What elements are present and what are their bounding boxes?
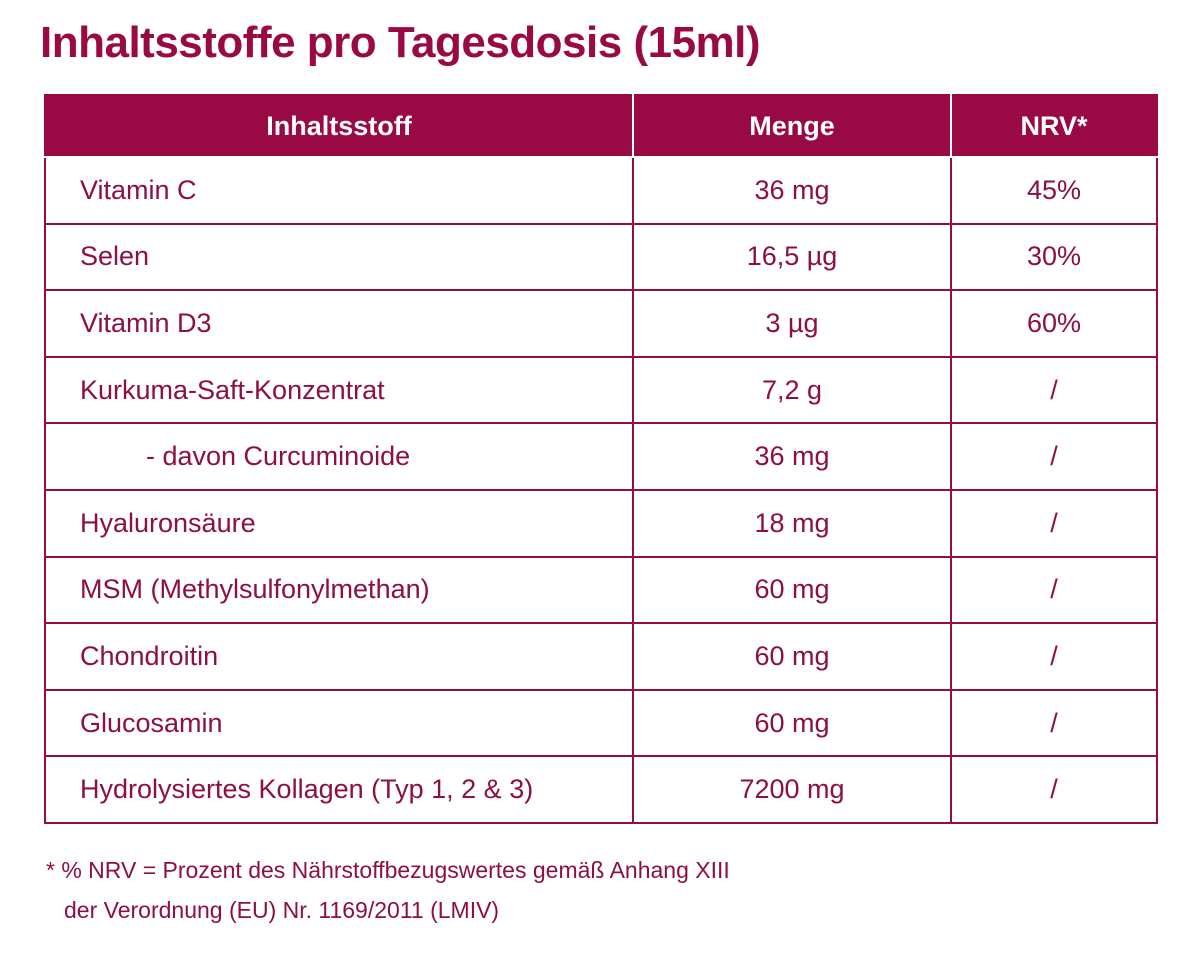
table-cell: / — [950, 555, 1158, 625]
table-cell: 60 mg — [632, 622, 952, 691]
table-cell: / — [950, 755, 1158, 824]
table-row: Chondroitin 60 mg / — [44, 622, 1158, 691]
header-row: Inhaltsstoff Menge NRV* — [44, 94, 1158, 158]
table-cell: - davon Curcuminoide — [44, 422, 634, 491]
table-cell: 18 mg — [632, 488, 952, 558]
table-cell: Vitamin C — [44, 156, 634, 225]
table-row: Hyaluronsäure 18 mg / — [44, 488, 1158, 558]
table-cell: / — [950, 355, 1158, 425]
table-cell: Chondroitin — [44, 622, 634, 691]
table-cell: 36 mg — [632, 422, 952, 491]
table-cell: Glucosamin — [44, 688, 634, 758]
table-cell: 36 mg — [632, 156, 952, 225]
title: Inhaltsstoffe pro Tagesdosis (15ml) — [40, 18, 761, 67]
table-cell: / — [950, 422, 1158, 491]
footnote: * % NRV = Prozent des Nährstoffbezugswer… — [46, 850, 730, 930]
footnote-line: * % NRV = Prozent des Nährstoffbezugswer… — [46, 857, 730, 883]
table-cell: / — [950, 622, 1158, 691]
nutrient-table: Inhaltsstoff Menge NRV* Vitamin C 36 mg 45% S… — [44, 94, 1158, 824]
table-row: Vitamin D3 3 µg 60% — [44, 289, 1158, 358]
header-cell: Inhaltsstoff — [44, 94, 634, 158]
footnote-line: der Verordnung (EU) Nr. 1169/2011 (LMIV) — [64, 897, 500, 923]
table-row: - davon Curcuminoide 36 mg / — [44, 422, 1158, 491]
table-cell: 7,2 g — [632, 355, 952, 425]
table-cell: 16,5 µg — [632, 222, 952, 292]
table-cell: Kurkuma-Saft-Konzentrat — [44, 355, 634, 425]
table-cell: Hyaluronsäure — [44, 488, 634, 558]
table-cell: 60 mg — [632, 555, 952, 625]
table-cell: 60 mg — [632, 688, 952, 758]
table-row: Vitamin C 36 mg 45% — [44, 156, 1158, 225]
table-cell: / — [950, 688, 1158, 758]
table-cell: 30% — [950, 222, 1158, 292]
table-cell: Vitamin D3 — [44, 289, 634, 358]
table-row: Kurkuma-Saft-Konzentrat 7,2 g / — [44, 355, 1158, 425]
table-cell: 60% — [950, 289, 1158, 358]
table-row: MSM (Methylsulfonylmethan) 60 mg / — [44, 555, 1158, 625]
table-row: Glucosamin 60 mg / — [44, 688, 1158, 758]
header-cell: NRV* — [950, 94, 1158, 158]
header-cell: Menge — [632, 94, 952, 158]
table-row: Selen 16,5 µg 30% — [44, 222, 1158, 292]
table-cell: 7200 mg — [632, 755, 952, 824]
table-cell: 45% — [950, 156, 1158, 225]
table-body: Vitamin C 36 mg 45% Selen 16,5 µg 30% Vitamin … — [44, 156, 1158, 824]
table-cell: MSM (Methylsulfonylmethan) — [44, 555, 634, 625]
table-cell: 3 µg — [632, 289, 952, 358]
table-row: Hydrolysiertes Kollagen (Typ 1, 2 & 3) 72… — [44, 755, 1158, 824]
table-cell: / — [950, 488, 1158, 558]
table-cell: Selen — [44, 222, 634, 292]
table-cell: Hydrolysiertes Kollagen (Typ 1, 2 & 3) — [44, 755, 634, 824]
